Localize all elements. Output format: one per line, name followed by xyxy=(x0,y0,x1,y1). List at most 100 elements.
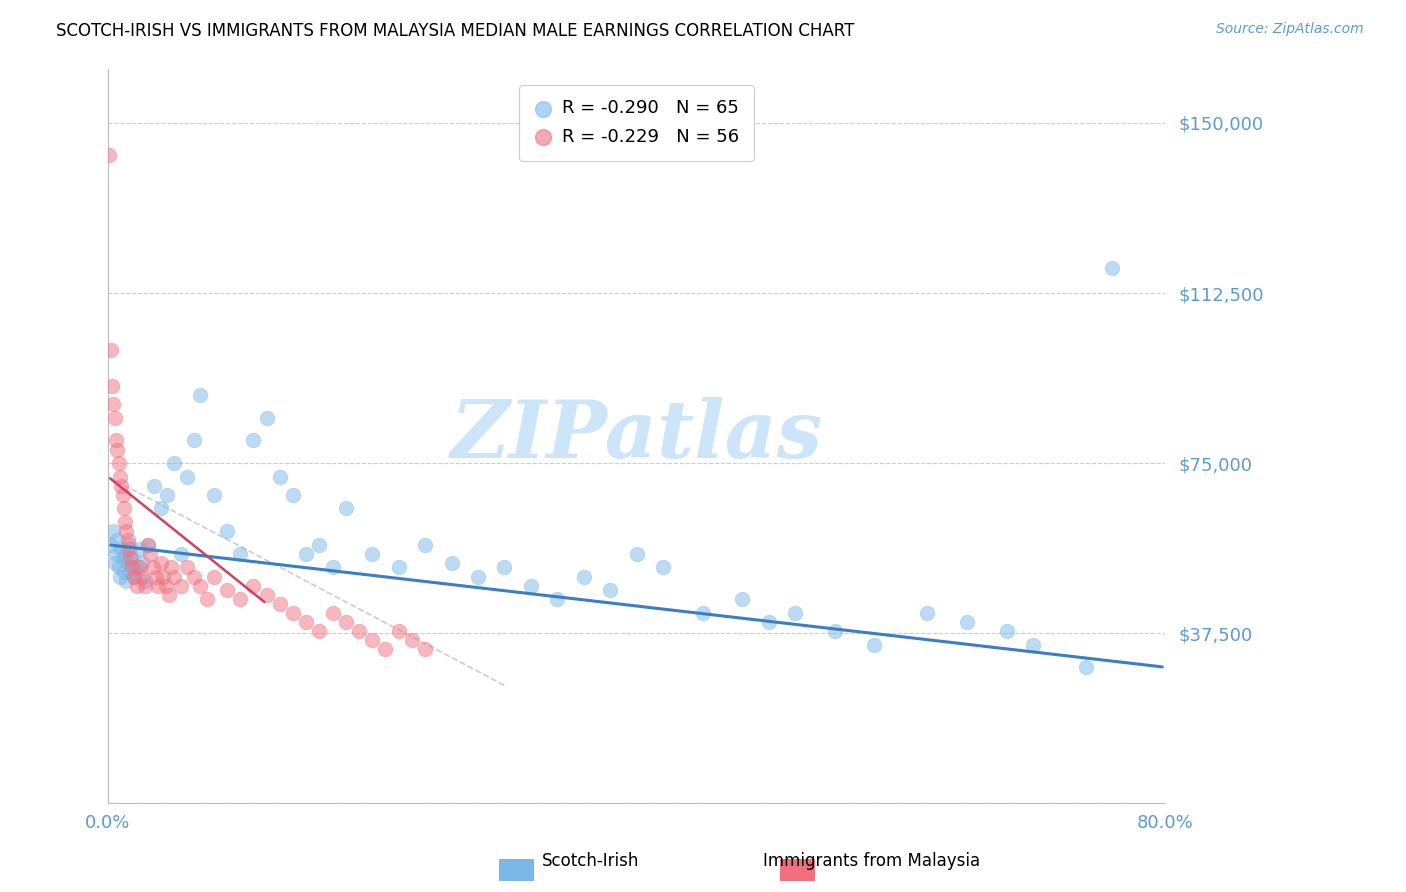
Point xyxy=(124,569,146,583)
Point xyxy=(105,533,128,548)
Point xyxy=(145,569,167,583)
Point xyxy=(136,538,159,552)
Point xyxy=(112,501,135,516)
Point xyxy=(956,615,979,629)
Point xyxy=(308,538,330,552)
Point xyxy=(104,410,127,425)
Point xyxy=(374,642,396,657)
Point xyxy=(494,560,516,574)
Point xyxy=(100,538,122,552)
Point xyxy=(169,547,191,561)
Point xyxy=(149,556,172,570)
Point xyxy=(413,538,436,552)
Point xyxy=(295,547,318,561)
Point xyxy=(215,583,238,598)
Point xyxy=(131,569,153,583)
Point xyxy=(229,547,252,561)
Point xyxy=(103,397,125,411)
Point xyxy=(758,615,780,629)
Point xyxy=(114,515,136,529)
Point xyxy=(115,524,138,538)
Point xyxy=(103,524,125,538)
Point xyxy=(139,547,162,561)
Point xyxy=(242,578,264,592)
Point xyxy=(347,624,370,638)
Point xyxy=(131,556,153,570)
Point xyxy=(546,592,568,607)
Point xyxy=(295,615,318,629)
Point xyxy=(572,569,595,583)
Point xyxy=(281,488,304,502)
Point xyxy=(118,538,141,552)
Point xyxy=(731,592,754,607)
Point xyxy=(104,434,127,448)
Point xyxy=(308,624,330,638)
Point xyxy=(413,642,436,657)
Point xyxy=(160,560,183,574)
Point xyxy=(121,560,143,574)
Point xyxy=(176,560,198,574)
Point xyxy=(124,569,146,583)
Point xyxy=(108,569,131,583)
Point xyxy=(824,624,846,638)
Point xyxy=(155,578,177,592)
Point xyxy=(111,551,134,566)
Point xyxy=(388,560,411,574)
Point xyxy=(112,565,135,579)
Point xyxy=(361,547,384,561)
Point xyxy=(361,632,384,647)
Point xyxy=(128,560,150,574)
Point xyxy=(322,560,344,574)
Point xyxy=(134,578,156,592)
Point xyxy=(599,583,621,598)
Point xyxy=(335,615,357,629)
Point xyxy=(183,434,205,448)
Point xyxy=(152,569,174,583)
Point xyxy=(215,524,238,538)
Point xyxy=(120,551,142,566)
Point xyxy=(143,479,166,493)
Point xyxy=(117,556,139,570)
Point xyxy=(117,533,139,548)
Point xyxy=(100,343,122,357)
Point xyxy=(104,556,127,570)
Text: ZIPatlas: ZIPatlas xyxy=(450,397,823,475)
Point xyxy=(863,638,886,652)
Point xyxy=(440,556,463,570)
Point xyxy=(915,606,938,620)
Point xyxy=(783,606,806,620)
Point xyxy=(269,597,291,611)
Point xyxy=(1101,261,1123,276)
Text: Immigrants from Malaysia: Immigrants from Malaysia xyxy=(763,852,980,870)
Point xyxy=(202,569,225,583)
Point xyxy=(626,547,648,561)
Point xyxy=(269,469,291,483)
Point xyxy=(101,379,124,393)
Point xyxy=(156,488,179,502)
Point xyxy=(692,606,714,620)
Point xyxy=(176,469,198,483)
Text: Scotch-Irish: Scotch-Irish xyxy=(541,852,640,870)
Point xyxy=(120,565,142,579)
Legend: R = -0.290   N = 65, R = -0.229   N = 56: R = -0.290 N = 65, R = -0.229 N = 56 xyxy=(519,85,754,161)
Point xyxy=(520,578,543,592)
Point xyxy=(335,501,357,516)
Point xyxy=(190,388,212,402)
Point xyxy=(148,578,170,592)
Point xyxy=(121,551,143,566)
Point xyxy=(118,542,141,557)
Point xyxy=(1022,638,1045,652)
Point xyxy=(157,588,180,602)
Point xyxy=(142,560,165,574)
Point xyxy=(256,588,278,602)
Point xyxy=(995,624,1018,638)
Point xyxy=(401,632,423,647)
Point xyxy=(128,542,150,557)
Point xyxy=(111,488,134,502)
Point xyxy=(110,542,132,557)
Point xyxy=(110,479,132,493)
Point xyxy=(169,578,191,592)
Point xyxy=(163,569,186,583)
Point xyxy=(125,560,148,574)
Point xyxy=(467,569,489,583)
